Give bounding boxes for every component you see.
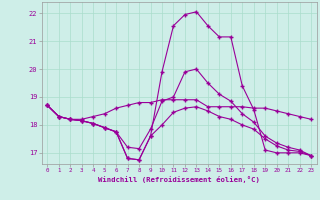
X-axis label: Windchill (Refroidissement éolien,°C): Windchill (Refroidissement éolien,°C) xyxy=(98,176,260,183)
